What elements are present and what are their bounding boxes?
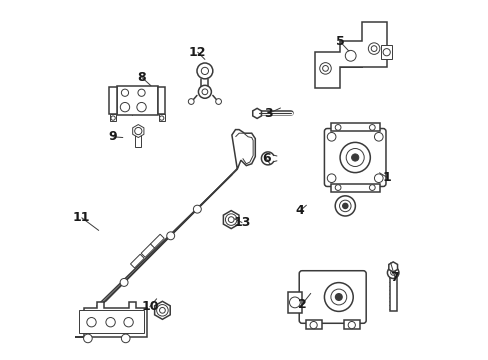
Polygon shape <box>343 320 359 329</box>
Circle shape <box>386 267 398 279</box>
Polygon shape <box>109 87 117 114</box>
Circle shape <box>324 283 352 311</box>
Circle shape <box>374 174 382 183</box>
Circle shape <box>326 132 335 141</box>
Circle shape <box>202 89 207 95</box>
Bar <box>130 254 144 268</box>
FancyBboxPatch shape <box>299 271 366 323</box>
Text: 6: 6 <box>261 152 270 165</box>
Polygon shape <box>110 114 116 121</box>
Circle shape <box>197 63 212 79</box>
Circle shape <box>225 214 237 225</box>
Text: 2: 2 <box>297 298 306 311</box>
Circle shape <box>346 148 364 166</box>
Circle shape <box>198 85 211 98</box>
Circle shape <box>120 279 128 287</box>
Circle shape <box>335 125 340 130</box>
Polygon shape <box>117 86 158 115</box>
Bar <box>135 129 141 147</box>
Polygon shape <box>388 262 397 272</box>
Text: 9: 9 <box>108 130 117 143</box>
Polygon shape <box>154 301 170 319</box>
Circle shape <box>322 66 328 71</box>
Circle shape <box>367 43 379 54</box>
Circle shape <box>335 294 342 300</box>
Polygon shape <box>231 130 255 169</box>
Polygon shape <box>159 114 164 121</box>
Polygon shape <box>75 302 147 337</box>
Circle shape <box>215 99 221 104</box>
Text: 5: 5 <box>335 35 344 48</box>
Text: 13: 13 <box>233 216 250 229</box>
Circle shape <box>347 321 355 329</box>
Circle shape <box>309 321 317 329</box>
Circle shape <box>121 334 130 343</box>
Polygon shape <box>305 320 321 329</box>
Circle shape <box>159 307 165 313</box>
Circle shape <box>351 154 358 161</box>
Polygon shape <box>158 87 164 114</box>
FancyBboxPatch shape <box>324 129 385 186</box>
Circle shape <box>390 270 395 275</box>
Circle shape <box>374 132 382 141</box>
Bar <box>389 276 396 311</box>
Circle shape <box>137 103 146 112</box>
Polygon shape <box>287 292 302 313</box>
Polygon shape <box>330 184 379 192</box>
Circle shape <box>106 318 115 327</box>
Circle shape <box>123 318 133 327</box>
Text: 1: 1 <box>382 171 390 184</box>
Polygon shape <box>330 123 379 131</box>
Circle shape <box>134 127 142 135</box>
Circle shape <box>201 67 208 75</box>
Polygon shape <box>79 310 143 333</box>
Circle shape <box>111 116 115 120</box>
Circle shape <box>326 174 335 183</box>
Polygon shape <box>314 22 386 88</box>
Polygon shape <box>252 108 261 118</box>
Circle shape <box>368 125 374 130</box>
Text: 4: 4 <box>295 204 304 217</box>
Circle shape <box>120 103 129 112</box>
Polygon shape <box>235 133 253 164</box>
Circle shape <box>193 205 201 213</box>
Bar <box>150 234 164 248</box>
Circle shape <box>342 203 347 208</box>
Polygon shape <box>132 125 143 138</box>
Bar <box>141 244 155 257</box>
Text: 10: 10 <box>141 300 158 313</box>
Circle shape <box>330 289 346 305</box>
Circle shape <box>166 232 174 240</box>
Circle shape <box>83 334 92 343</box>
Circle shape <box>335 196 355 216</box>
Circle shape <box>188 99 194 104</box>
Text: 7: 7 <box>390 271 399 284</box>
Circle shape <box>87 318 96 327</box>
Circle shape <box>228 217 234 222</box>
Circle shape <box>345 50 355 61</box>
Circle shape <box>370 46 376 51</box>
Circle shape <box>382 49 389 56</box>
Text: 12: 12 <box>188 46 206 59</box>
Circle shape <box>121 89 128 96</box>
Circle shape <box>335 185 340 190</box>
Circle shape <box>138 89 145 96</box>
Text: 3: 3 <box>264 107 272 120</box>
Circle shape <box>289 297 300 308</box>
Circle shape <box>339 200 350 212</box>
Polygon shape <box>381 45 391 59</box>
Circle shape <box>368 185 374 190</box>
Polygon shape <box>223 211 239 229</box>
Circle shape <box>156 305 168 316</box>
Text: 8: 8 <box>137 71 146 84</box>
Circle shape <box>339 142 369 173</box>
Circle shape <box>159 116 163 120</box>
Circle shape <box>319 63 330 74</box>
Text: 11: 11 <box>73 211 90 224</box>
